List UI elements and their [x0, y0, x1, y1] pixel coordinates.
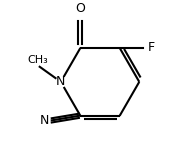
Text: O: O: [76, 2, 85, 15]
Text: CH₃: CH₃: [28, 55, 49, 64]
Text: F: F: [148, 41, 155, 54]
Text: N: N: [56, 75, 65, 88]
Text: N: N: [39, 114, 49, 127]
